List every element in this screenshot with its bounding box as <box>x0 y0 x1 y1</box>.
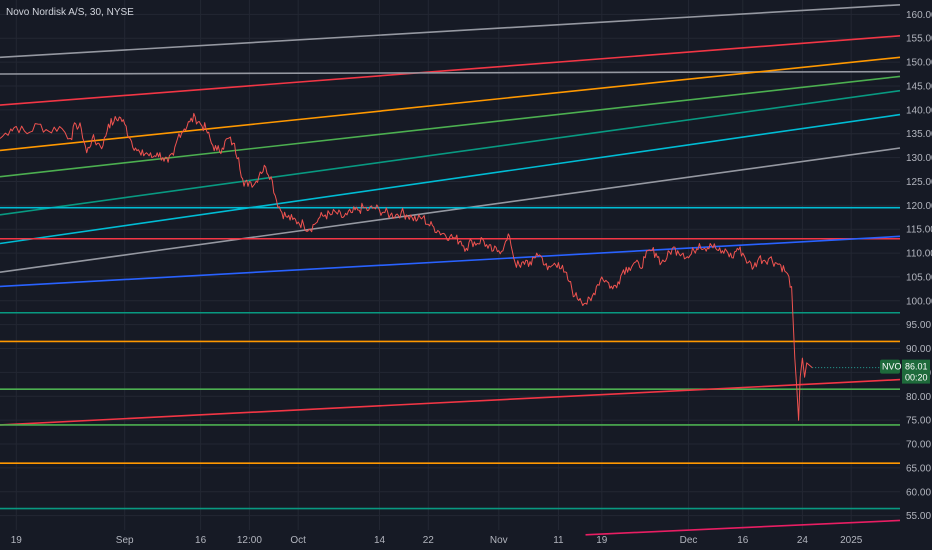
x-tick-label: 12:00 <box>237 535 262 546</box>
x-tick-label: 19 <box>11 535 23 546</box>
trend-line-7[interactable] <box>0 113 901 245</box>
trend-line-15[interactable] <box>0 378 901 426</box>
y-tick-label: 135.00 <box>906 129 932 140</box>
x-tick-label: 11 <box>553 535 564 546</box>
y-tick-label: 80.00 <box>906 392 931 403</box>
symbol-tag-bg <box>880 359 900 374</box>
y-tick-label: 115.00 <box>906 225 932 236</box>
y-tick-label: 105.00 <box>906 272 932 283</box>
y-tick-label: 60.00 <box>906 487 931 498</box>
y-tick-label: 125.00 <box>906 177 932 188</box>
last-price-label: 86.01 <box>905 362 928 372</box>
trend-line-1[interactable] <box>0 3 901 59</box>
y-tick-label: 55.00 <box>906 511 931 522</box>
x-tick-label: Dec <box>680 535 698 546</box>
x-tick-label: Oct <box>290 535 306 546</box>
chart-title: Novo Nordisk A/S, 30, NYSE <box>6 7 134 18</box>
x-tick-label: 19 <box>596 535 608 546</box>
trend-line-2[interactable] <box>0 35 901 106</box>
x-tick-label: 22 <box>423 535 435 546</box>
trend-line-4[interactable] <box>0 56 901 152</box>
x-tick-label: Nov <box>490 535 508 546</box>
y-tick-label: 75.00 <box>906 416 931 427</box>
y-tick-label: 65.00 <box>906 463 931 474</box>
x-axis[interactable]: 19 Sep 16 12:00 Oct 14 22 Nov 11 19 Dec 16 24 2025 <box>11 535 863 546</box>
trend-line-8[interactable] <box>0 147 901 273</box>
y-tick-label: 145.00 <box>906 81 932 92</box>
x-tick-label: 14 <box>374 535 386 546</box>
y-tick-label: 160.00 <box>906 10 932 21</box>
trend-line-5[interactable] <box>0 75 901 178</box>
trend-line-19[interactable] <box>585 519 901 536</box>
y-axis[interactable]: 55.0060.0065.0070.0075.0080.0085.0090.00… <box>906 10 932 522</box>
price-series <box>0 112 900 421</box>
symbol-tag-label: NVO <box>882 362 902 372</box>
last-price-tag-bg <box>902 359 930 384</box>
y-tick-label: 120.00 <box>906 201 932 212</box>
y-tick-label: 100.00 <box>906 296 932 307</box>
y-tick-label: 70.00 <box>906 440 931 451</box>
y-tick-label: 150.00 <box>906 58 932 69</box>
trend-lines[interactable] <box>0 3 901 536</box>
trend-line-6[interactable] <box>0 89 901 216</box>
grid-layer <box>0 0 900 530</box>
trend-line-11[interactable] <box>0 235 901 288</box>
price-line <box>0 112 813 421</box>
y-tick-label: 140.00 <box>906 105 932 116</box>
x-tick-label: 16 <box>737 535 749 546</box>
y-tick-label: 110.00 <box>906 249 932 260</box>
y-tick-label: 95.00 <box>906 320 931 331</box>
x-tick-label: Sep <box>116 535 134 546</box>
y-tick-label: 90.00 <box>906 344 931 355</box>
x-tick-label: 16 <box>195 535 207 546</box>
x-tick-label: 2025 <box>840 535 863 546</box>
bar-countdown-label: 00:20 <box>905 373 928 383</box>
x-tick-label: 24 <box>797 535 809 546</box>
y-tick-label: 155.00 <box>906 34 932 45</box>
price-tag: NVO 86.01 00:20 <box>880 359 930 384</box>
y-tick-label: 130.00 <box>906 153 932 164</box>
